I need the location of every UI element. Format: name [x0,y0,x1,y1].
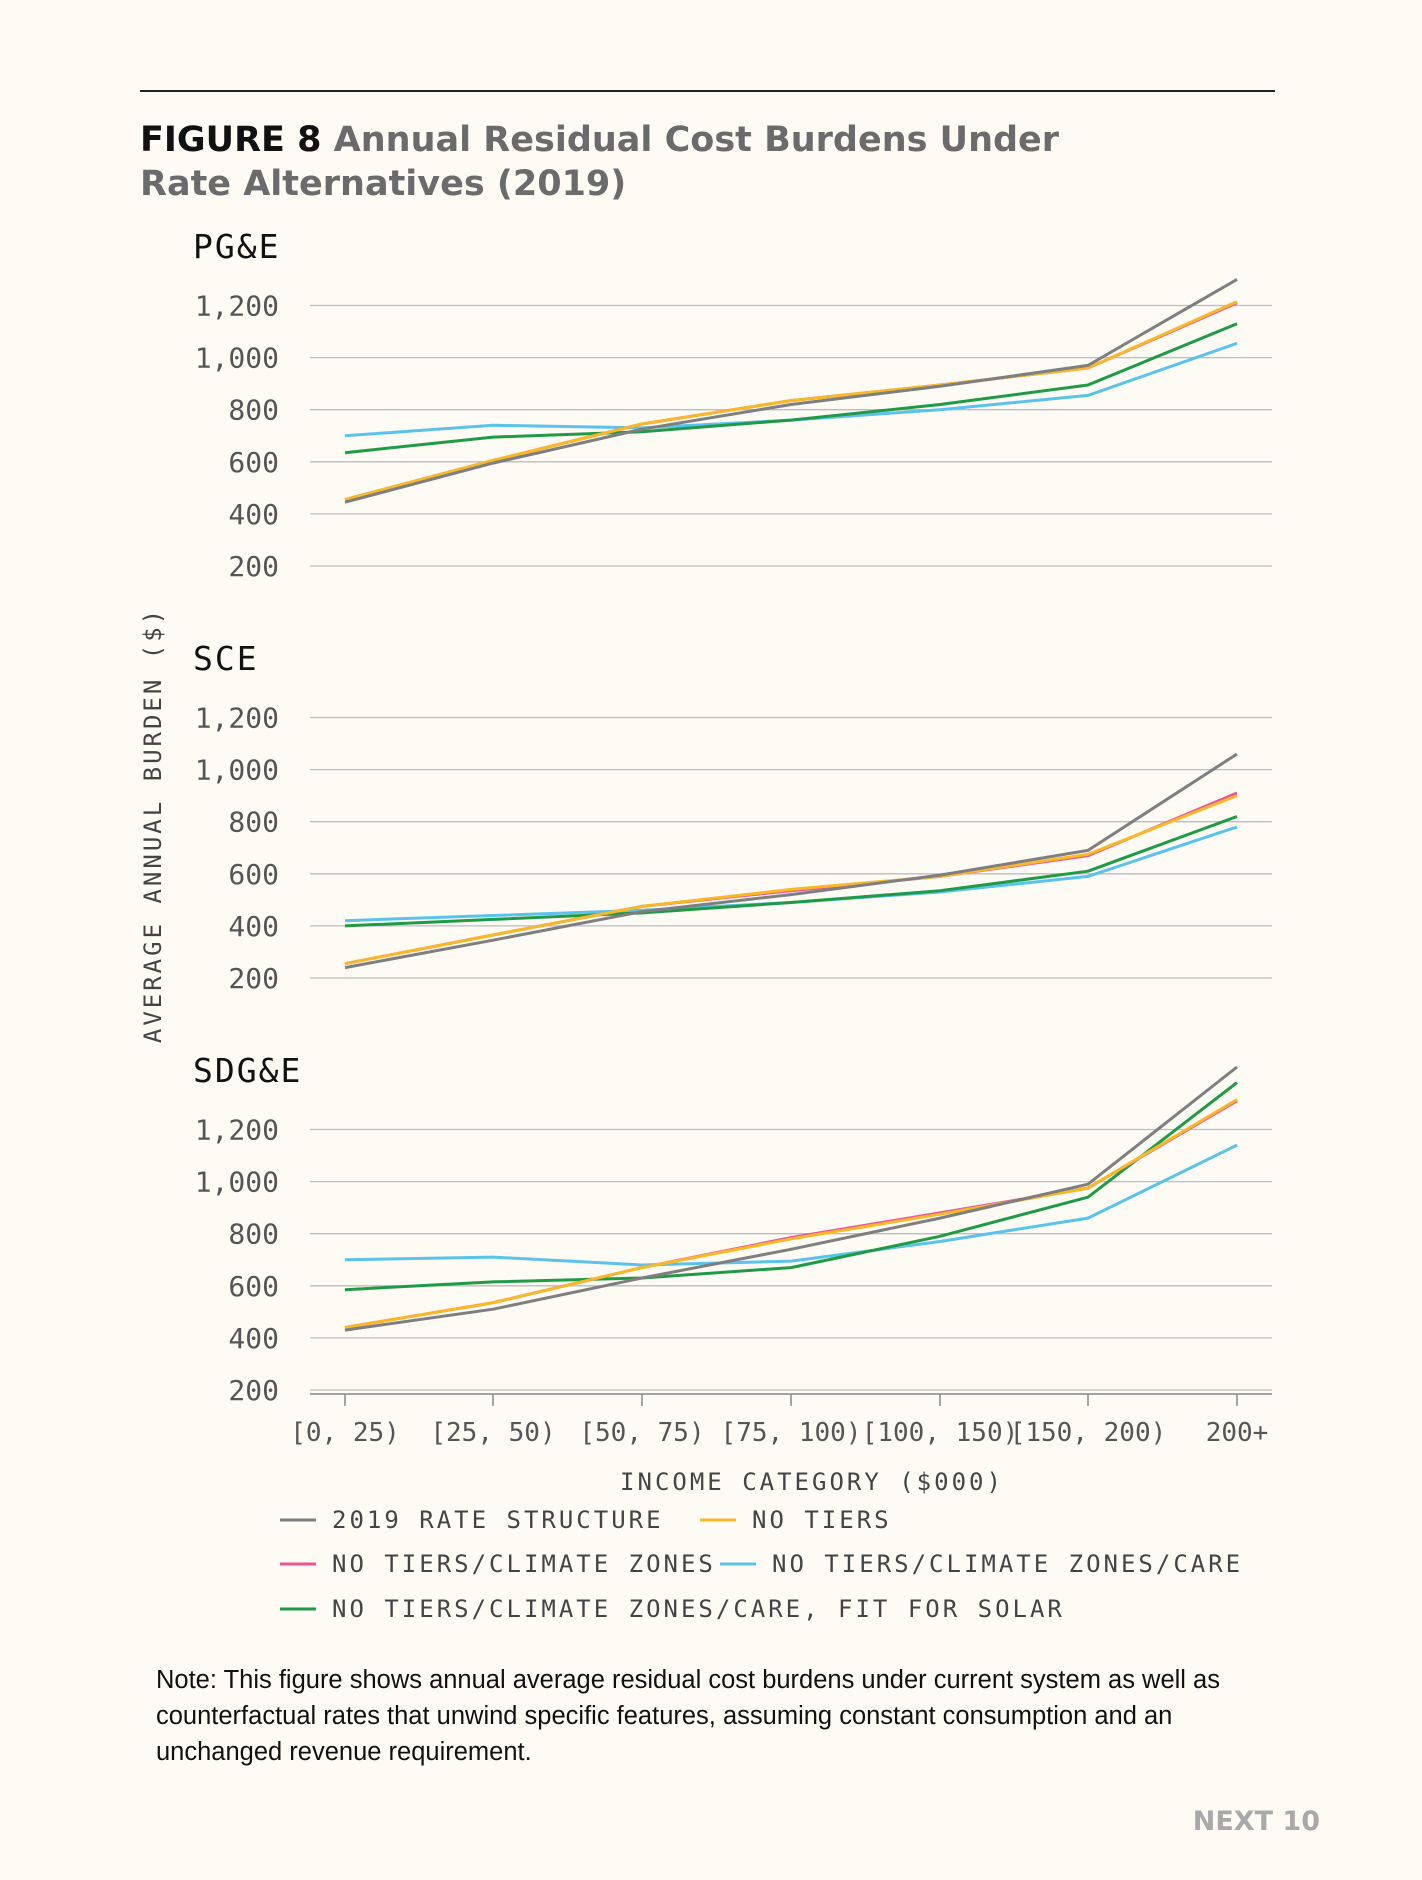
footer-brand: NEXT 10 [1192,1806,1320,1837]
panel-title: SDG&E [193,1051,302,1090]
series-line-2019-rate-structure [344,752,1238,970]
y-tick-label: 1,200 [195,702,279,735]
x-tick-label: [25, 50) [430,1418,555,1448]
x-tick-label: [0, 25) [290,1418,400,1448]
y-axis-label: AVERAGE ANNUAL BURDEN ($) [139,607,167,1043]
series-line-no-tiers-climate-zones-care [344,1143,1238,1267]
series-line-no-tiers-climate-zones-care-fit-for-solar [344,322,1238,455]
y-tick-label: 600 [228,446,279,479]
x-tick-label: [50, 75) [579,1418,704,1448]
top-rule [140,90,1275,92]
series-line-no-tiers-climate-zones [344,1099,1238,1329]
y-tick-label: 200 [228,550,279,583]
legend-label: NO TIERS/CLIMATE ZONES/CARE [772,1550,1243,1578]
y-tick-label: 1,000 [195,1166,279,1199]
figure-number: FIGURE 8 [140,120,322,160]
y-tick-label: 200 [228,962,279,995]
series-line-2019-rate-structure [344,278,1238,504]
y-tick-label: 400 [228,910,279,943]
y-tick-label: 800 [228,806,279,839]
panel-title: PG&E [193,227,280,266]
x-tick-label: [75, 100) [721,1418,862,1448]
legend-label: NO TIERS/CLIMATE ZONES [332,1550,716,1578]
panel-title: SCE [193,639,259,678]
series-line-no-tiers-climate-zones-care-fit-for-solar [344,1081,1238,1292]
x-tick-label: [150, 200) [1010,1418,1167,1448]
y-tick-label: 600 [228,1270,279,1303]
legend-label: NO TIERS/CLIMATE ZONES/CARE, FIT FOR SOL… [332,1595,1065,1623]
y-tick-label: 1,200 [195,290,279,323]
y-tick-label: 400 [228,1322,279,1355]
y-tick-label: 1,000 [195,342,279,375]
y-tick-label: 800 [228,394,279,427]
y-tick-label: 600 [228,858,279,891]
legend-label: NO TIERS [752,1506,892,1534]
figure-title-text: Annual Residual Cost Burdens Under Rate … [140,120,1060,204]
series-line-no-tiers [344,794,1238,966]
y-tick-label: 200 [228,1374,279,1407]
y-tick-label: 800 [228,1218,279,1251]
legend-label: 2019 RATE STRUCTURE [332,1506,664,1534]
series-line-no-tiers-climate-zones-care-fit-for-solar [344,815,1238,928]
x-tick-label: [100, 150) [862,1418,1019,1448]
x-tick-label: 200+ [1206,1418,1269,1448]
figure-title: FIGURE 8 Annual Residual Cost Burdens Un… [140,118,1140,206]
x-axis-label: INCOME CATEGORY ($000) [620,1468,1004,1496]
series-line-no-tiers [344,1098,1238,1329]
y-tick-label: 400 [228,498,279,531]
y-tick-label: 1,200 [195,1114,279,1147]
series-line-no-tiers [344,300,1238,502]
figure-note: Note: This figure shows annual average r… [156,1666,1220,1766]
y-tick-label: 1,000 [195,754,279,787]
series-line-2019-rate-structure [344,1065,1238,1332]
